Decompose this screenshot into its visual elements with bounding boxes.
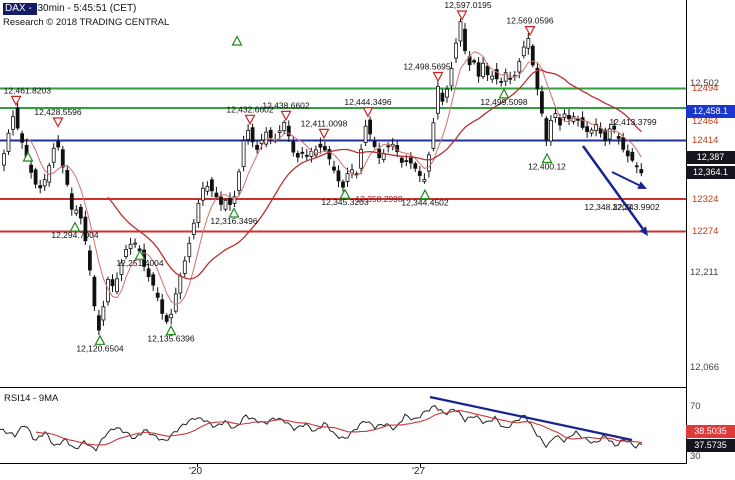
session-info: 30min - 5:45:51 (CET) xyxy=(37,3,137,14)
forecast-arrowhead-icon xyxy=(639,226,648,236)
price-annotation: 12,135.6396 xyxy=(147,334,195,344)
price-axis-label: 12324 xyxy=(692,194,719,205)
support-marker-icon xyxy=(165,324,177,336)
forecast-arrowhead-icon xyxy=(637,181,647,189)
price-axis-label: 12464 xyxy=(692,116,719,127)
rsi-chart-baseline xyxy=(0,463,687,464)
support-marker-icon xyxy=(339,188,351,199)
price-annotation: 12,120.6504 xyxy=(76,343,124,353)
resistance-marker-icon xyxy=(10,95,22,107)
price-annotation: 12,597.0195 xyxy=(444,0,492,10)
rsi-indicator-label: RSI14 - 9MA xyxy=(4,393,59,404)
price-badge: 12,364.1 xyxy=(686,166,735,179)
rsi-ma-line xyxy=(35,409,643,446)
price-axis-label: 12,066 xyxy=(690,362,720,373)
price-annotation: 12,358.2998 xyxy=(355,194,403,204)
price-annotation: 12,294.7004 xyxy=(51,230,99,240)
chart-header: DAX - 30min - 5:45:51 (CET) Research © 2… xyxy=(3,3,169,29)
price-annotation: 12,411.0098 xyxy=(301,118,348,128)
rsi-trendline xyxy=(429,395,633,442)
price-chart: 12,461.8203 12,428.5596 12,432.660212,438.… xyxy=(0,0,686,353)
ma-slow-line xyxy=(107,69,642,280)
resistance-marker-icon xyxy=(52,117,64,128)
support-marker-icon xyxy=(228,207,240,218)
resistance-marker-icon xyxy=(432,71,444,83)
support-marker-icon xyxy=(134,249,146,260)
price-annotation: 12,348.3203 xyxy=(584,202,632,212)
price-annotation: 12,251.4004 xyxy=(116,258,164,268)
price-annotation: 12,498.5695 xyxy=(403,62,451,72)
resistance-marker-icon xyxy=(362,107,374,118)
support-marker-icon xyxy=(69,221,81,232)
price-annotation: 12,344.4502 xyxy=(401,198,449,208)
support-marker-icon xyxy=(541,152,553,164)
forecast-arrow xyxy=(581,145,644,230)
time-axis-tick xyxy=(420,463,421,467)
price-annotation: 12,343.9902 xyxy=(612,202,660,212)
price-annotation: 12,569.0596 xyxy=(506,16,554,26)
rsi-axis-label: 70 xyxy=(690,401,701,412)
resistance-marker-icon xyxy=(244,114,256,126)
symbol-badge: DAX - xyxy=(3,3,38,15)
ma-fast-line xyxy=(26,51,642,305)
forecast-arrow xyxy=(611,171,640,186)
time-axis-tick xyxy=(197,463,198,467)
price-annotation: 12,413.3799 xyxy=(609,117,657,127)
support-marker-icon xyxy=(231,35,243,46)
price-annotation: 12,316.3496 xyxy=(210,216,258,226)
support-marker-icon xyxy=(419,188,431,200)
price-badge: 12,387 xyxy=(686,151,735,164)
price-annotation: 12,438.6602 xyxy=(262,100,310,110)
time-axis-label: '20 xyxy=(189,466,203,477)
research-line: Research © 2018 TRADING CENTRAL xyxy=(3,17,170,28)
price-annotation: 12,345.3203 xyxy=(321,197,369,207)
price-annotation: 12,428.5596 xyxy=(34,107,82,117)
support-marker-icon xyxy=(22,151,34,162)
resistance-marker-icon xyxy=(524,26,536,37)
rsi-badge: 37.5735 xyxy=(686,439,735,452)
price-badge: 12,458.1 xyxy=(686,105,735,118)
price-axis-label: 12,211 xyxy=(690,267,719,278)
time-axis-label: '27 xyxy=(412,466,426,477)
price-axis-label: 12,502 xyxy=(690,78,720,89)
resistance-marker-icon xyxy=(456,10,468,21)
chart-title: DAX - 30min - 5:45:51 (CET) xyxy=(3,3,169,15)
resistance-marker-icon xyxy=(318,128,330,140)
price-annotation: 12,400.12 xyxy=(528,162,566,172)
price-annotation: 12,461.8203 xyxy=(4,85,52,95)
price-axis-label: 12494 xyxy=(692,83,719,94)
support-marker-icon xyxy=(498,88,510,99)
rsi-axis-label: 30 xyxy=(690,451,701,462)
price-annotation: 12,444.3496 xyxy=(344,97,392,107)
price-axis-label: 12414 xyxy=(692,135,719,146)
rsi-badge: 38.5035 xyxy=(686,425,735,438)
price-axis-label: 12274 xyxy=(692,226,719,237)
rsi-line xyxy=(0,405,643,452)
swing-annotations: 12,461.8203 12,428.5596 12,432.660212,438.… xyxy=(4,0,660,353)
resistance-marker-icon xyxy=(280,110,292,122)
rsi-chart xyxy=(0,395,643,452)
support-marker-icon xyxy=(94,334,106,345)
price-chart-baseline xyxy=(0,387,687,388)
price-annotation: 12,499.5098 xyxy=(480,97,528,107)
price-axis-line xyxy=(686,0,687,464)
candlesticks xyxy=(2,18,644,335)
price-annotation: 12,432.6602 xyxy=(226,104,274,114)
